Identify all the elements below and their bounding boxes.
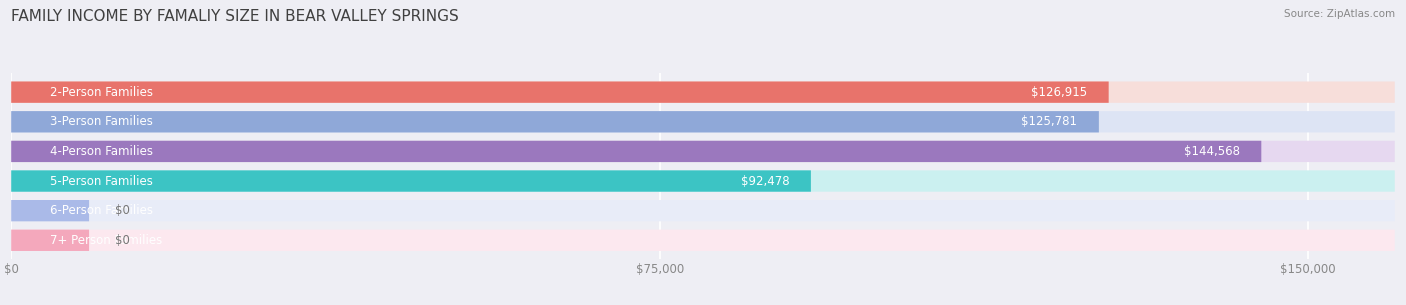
FancyBboxPatch shape <box>11 200 1395 221</box>
FancyBboxPatch shape <box>11 200 89 221</box>
Text: 5-Person Families: 5-Person Families <box>51 174 153 188</box>
Text: 6-Person Families: 6-Person Families <box>51 204 153 217</box>
FancyBboxPatch shape <box>11 230 89 251</box>
Text: $0: $0 <box>115 234 129 247</box>
Text: Source: ZipAtlas.com: Source: ZipAtlas.com <box>1284 9 1395 19</box>
Text: 3-Person Families: 3-Person Families <box>51 115 153 128</box>
FancyBboxPatch shape <box>11 81 1395 103</box>
Text: 7+ Person Families: 7+ Person Families <box>51 234 163 247</box>
FancyBboxPatch shape <box>11 81 1109 103</box>
FancyBboxPatch shape <box>11 141 1261 162</box>
FancyBboxPatch shape <box>11 170 811 192</box>
FancyBboxPatch shape <box>11 230 1395 251</box>
Text: $0: $0 <box>115 204 129 217</box>
Text: 4-Person Families: 4-Person Families <box>51 145 153 158</box>
FancyBboxPatch shape <box>11 170 1395 192</box>
FancyBboxPatch shape <box>11 111 1099 132</box>
FancyBboxPatch shape <box>11 141 1395 162</box>
Text: $144,568: $144,568 <box>1184 145 1240 158</box>
Text: 2-Person Families: 2-Person Families <box>51 86 153 99</box>
Text: FAMILY INCOME BY FAMALIY SIZE IN BEAR VALLEY SPRINGS: FAMILY INCOME BY FAMALIY SIZE IN BEAR VA… <box>11 9 458 24</box>
Text: $126,915: $126,915 <box>1031 86 1087 99</box>
Text: $92,478: $92,478 <box>741 174 789 188</box>
FancyBboxPatch shape <box>11 111 1395 132</box>
Text: $125,781: $125,781 <box>1021 115 1077 128</box>
